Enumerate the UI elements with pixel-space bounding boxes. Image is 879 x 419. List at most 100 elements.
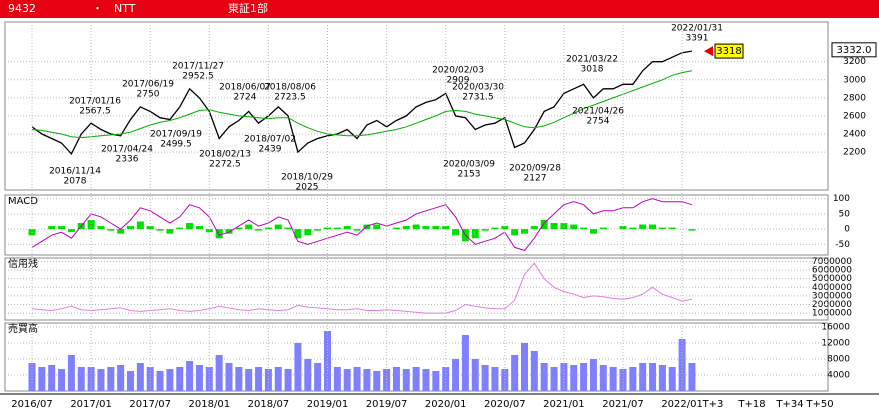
bar xyxy=(412,367,420,391)
x-tick-label: T+50 xyxy=(805,399,833,410)
y-tick-label: 3000 xyxy=(843,75,866,85)
annotation-value: 2750 xyxy=(137,90,160,100)
bar xyxy=(392,227,400,230)
bar xyxy=(284,227,292,230)
current-price: 3332.0 xyxy=(837,45,872,56)
y-tick-label: 0 xyxy=(844,225,850,235)
bar xyxy=(324,227,331,230)
bar xyxy=(668,227,676,230)
credit-panel xyxy=(4,257,829,321)
bar xyxy=(668,367,676,391)
bar xyxy=(117,229,125,234)
annotation-date: 2020/03/09 xyxy=(443,160,495,170)
bar xyxy=(412,224,420,230)
bar xyxy=(107,229,115,231)
x-tick-label: 2020/01 xyxy=(425,399,467,410)
bar xyxy=(501,226,509,230)
market: 東証1部 xyxy=(228,1,268,15)
annotation-date: 2018/02/13 xyxy=(199,150,251,160)
bar xyxy=(176,227,184,230)
bar xyxy=(373,371,381,391)
bar xyxy=(471,229,479,239)
annotation-date: 2020/02/03 xyxy=(432,66,484,76)
bar xyxy=(77,367,85,391)
bar xyxy=(117,365,125,391)
bar xyxy=(225,229,233,234)
annotation-value: 2909 xyxy=(447,76,470,86)
bar xyxy=(452,229,460,236)
annotation-value: 2723.5 xyxy=(274,93,306,103)
bar xyxy=(471,359,479,391)
bar xyxy=(649,363,657,391)
x-tick-label: 2019/07 xyxy=(366,399,408,410)
bar xyxy=(245,224,253,230)
bar xyxy=(255,367,263,391)
bar xyxy=(225,363,233,391)
annotation-date: 2017/09/19 xyxy=(150,130,202,140)
x-tick-label: 2019/01 xyxy=(307,399,349,410)
bar xyxy=(629,367,637,391)
y-tick-label: 2000000 xyxy=(812,300,852,310)
bar xyxy=(402,226,410,230)
bar xyxy=(599,365,607,391)
bar xyxy=(156,371,164,391)
y-tick-label: 1000000 xyxy=(812,309,852,319)
bar xyxy=(639,363,647,391)
y-tick-label: 2800 xyxy=(843,93,866,103)
bar xyxy=(511,229,519,236)
bar xyxy=(314,229,322,231)
stock-name: NTT xyxy=(114,2,136,15)
header-bar xyxy=(0,0,879,18)
last-price-box xyxy=(714,43,744,59)
annotation-date: 2022/01/31 xyxy=(671,24,723,34)
bar xyxy=(521,343,528,391)
annotation-date: 2017/04/24 xyxy=(101,145,153,155)
x-tick-label: 2020/07 xyxy=(484,399,526,410)
bar xyxy=(353,229,361,231)
bar xyxy=(688,363,696,391)
panel-label: 信用残 xyxy=(8,257,38,270)
bar xyxy=(146,226,154,230)
bar xyxy=(658,227,666,230)
bar xyxy=(589,229,597,234)
y-tick-label: 100 xyxy=(833,194,850,204)
y-tick-label: 16000 xyxy=(821,323,850,333)
annotation-value: 2153 xyxy=(458,170,481,180)
bar xyxy=(481,229,489,231)
bar xyxy=(127,371,134,391)
bar xyxy=(570,224,578,230)
panel-label: 売買高 xyxy=(8,322,38,335)
bar xyxy=(186,223,194,230)
bar xyxy=(658,365,666,391)
bar xyxy=(58,226,66,230)
annotation-date: 2017/11/27 xyxy=(172,62,224,72)
bar xyxy=(48,365,56,391)
bar xyxy=(176,367,184,391)
x-tick-label: 2018/07 xyxy=(248,399,290,410)
bar xyxy=(156,229,164,231)
y-tick-label: 5000000 xyxy=(812,274,852,284)
price-panel xyxy=(4,21,829,191)
bar xyxy=(48,226,56,230)
bar xyxy=(235,367,243,391)
bar xyxy=(186,361,194,391)
bar xyxy=(402,369,410,391)
bar xyxy=(333,227,341,230)
bar xyxy=(688,229,696,231)
annotation-date: 2018/06/07 xyxy=(219,83,271,93)
bar xyxy=(205,229,213,233)
bar xyxy=(136,363,144,391)
y-tick-label: 8000 xyxy=(827,355,850,365)
bar xyxy=(540,219,548,230)
bar xyxy=(333,367,341,391)
bar xyxy=(284,369,292,391)
bar xyxy=(540,363,548,391)
bar xyxy=(432,371,440,391)
bar xyxy=(521,229,528,234)
bar xyxy=(67,355,75,391)
y-tick-label: 4000000 xyxy=(812,283,852,293)
annotation-value: 3018 xyxy=(581,65,604,75)
annotation-value: 2499.5 xyxy=(160,140,192,150)
bar xyxy=(274,367,282,391)
y-tick-label: 3200 xyxy=(843,57,866,67)
